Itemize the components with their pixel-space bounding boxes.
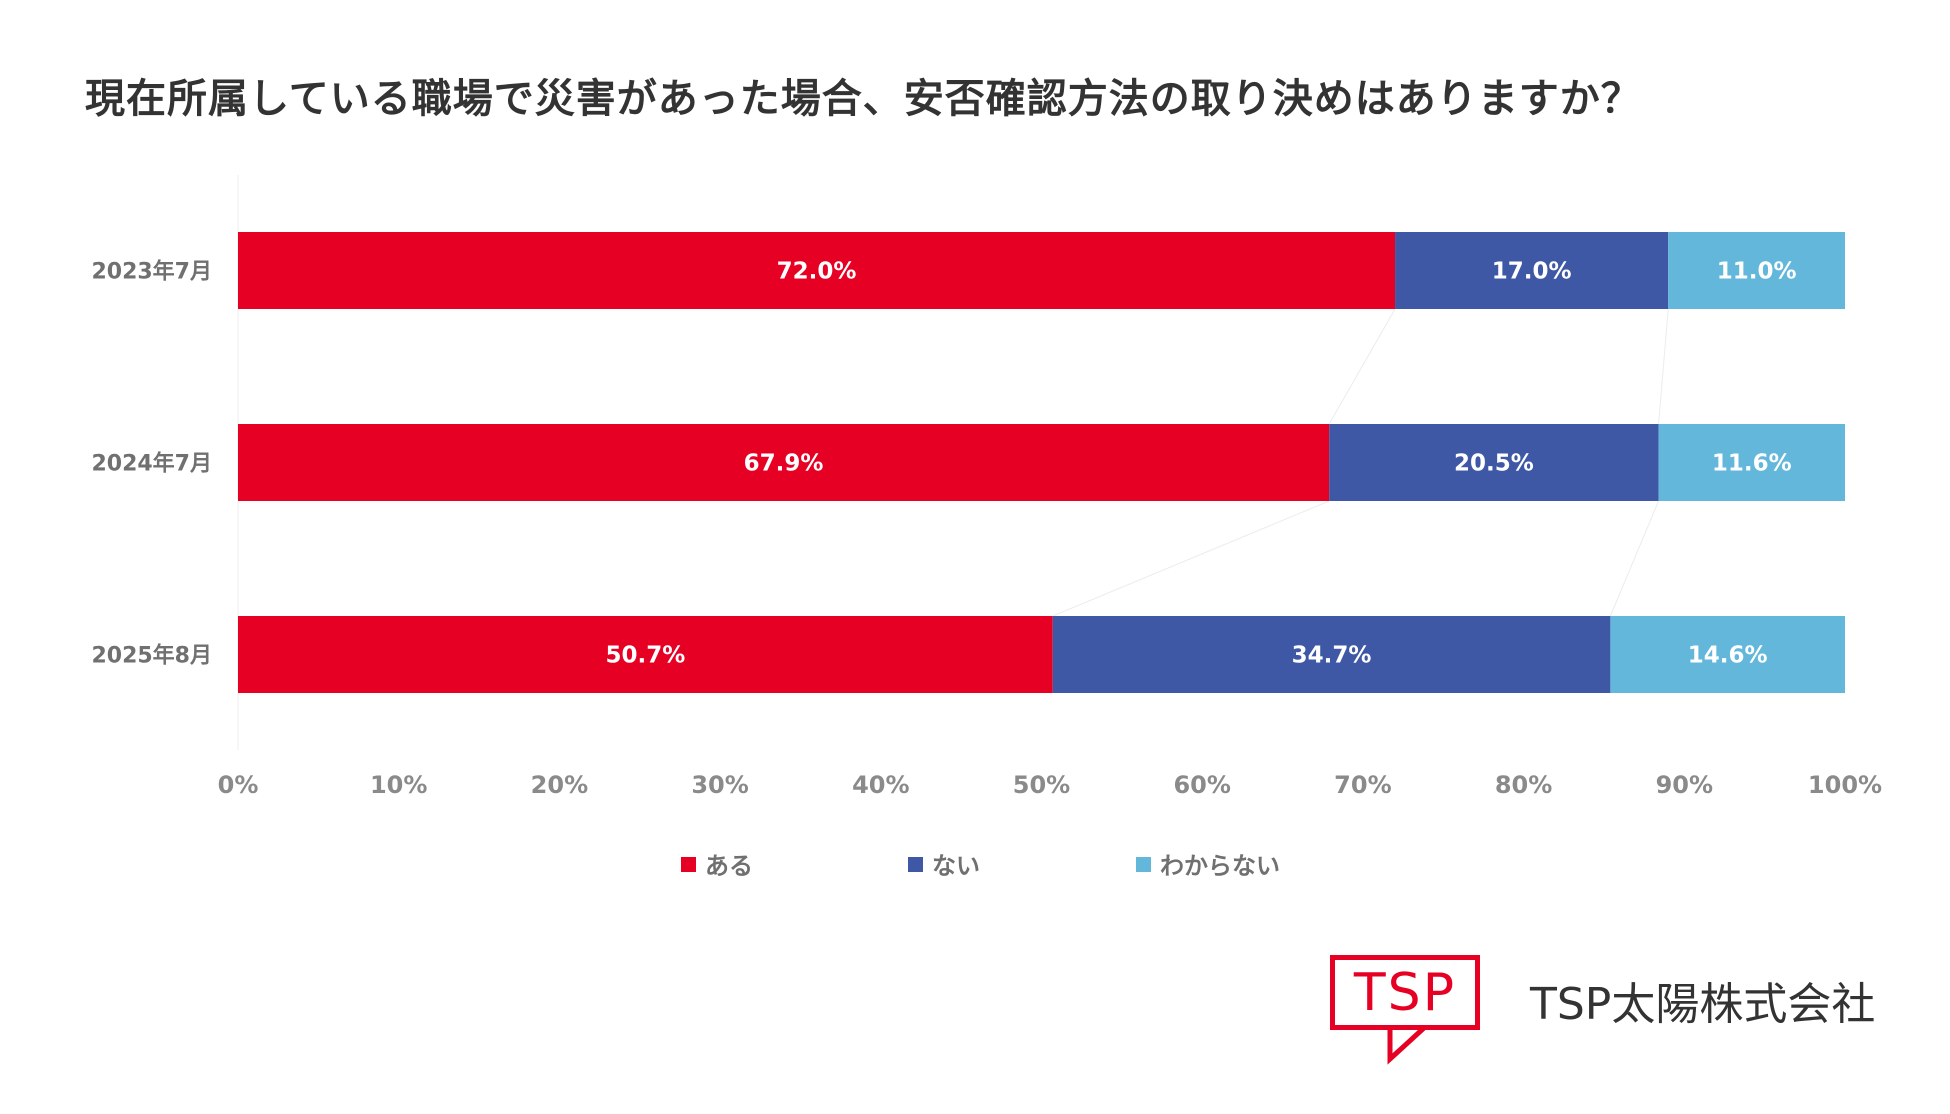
x-tick-label: 100% bbox=[1808, 771, 1882, 799]
x-tick-label: 80% bbox=[1495, 771, 1552, 799]
bar-segment bbox=[1052, 616, 1611, 693]
bar-segment bbox=[238, 616, 1053, 693]
x-tick-label: 10% bbox=[370, 771, 427, 799]
x-tick-label: 50% bbox=[1013, 771, 1070, 799]
legend-swatch bbox=[908, 857, 923, 872]
data-label: 11.6% bbox=[1712, 451, 1792, 477]
legend-swatch bbox=[1136, 857, 1151, 872]
x-tick-label: 0% bbox=[218, 771, 259, 799]
connector-line bbox=[1328, 308, 1396, 425]
data-label: 50.7% bbox=[605, 643, 685, 669]
connector-line bbox=[1658, 308, 1669, 425]
data-label: 67.9% bbox=[744, 451, 824, 477]
logo-speech-tail-icon bbox=[1387, 1025, 1427, 1065]
data-label: 72.0% bbox=[777, 259, 857, 285]
bar-segment bbox=[1610, 616, 1845, 693]
bar-segment bbox=[1329, 424, 1659, 501]
category-label: 2025年8月 bbox=[91, 643, 212, 669]
company-name: TSP太陽株式会社 bbox=[1530, 979, 1876, 1030]
x-tick-label: 70% bbox=[1334, 771, 1391, 799]
bar-segment bbox=[238, 232, 1396, 309]
x-tick-label: 60% bbox=[1173, 771, 1230, 799]
x-tick-label: 30% bbox=[691, 771, 748, 799]
bar-segment bbox=[1658, 424, 1845, 501]
connector-line bbox=[1609, 500, 1660, 617]
x-tick-label: 90% bbox=[1656, 771, 1713, 799]
x-axis-ticks: 0% 10% 20% 30% 40% 50% 60% 70% 80% 90% 100% bbox=[218, 771, 1882, 799]
category-label: 2024年7月 bbox=[91, 451, 212, 477]
stacked-bar-chart: 72.0% 17.0% 11.0% 67.9% 20.5% 11.6% 50.7% 34.7%… bbox=[91, 175, 1882, 880]
data-label: 14.6% bbox=[1688, 643, 1768, 669]
bars: 72.0% 17.0% 11.0% 67.9% 20.5% 11.6% 50.7% 34.7%… bbox=[237, 175, 1845, 750]
category-labels: 2023年7月 2024年7月 2025年8月 bbox=[91, 259, 212, 669]
legend: ある ない わからない bbox=[681, 852, 1280, 880]
connector-lines bbox=[1052, 308, 1669, 617]
connector-line bbox=[1052, 500, 1330, 617]
bar-segment bbox=[1668, 232, 1845, 309]
x-tick-label: 20% bbox=[531, 771, 588, 799]
data-label: 17.0% bbox=[1492, 259, 1572, 285]
bar-segment bbox=[1395, 232, 1669, 309]
legend-swatch bbox=[681, 857, 696, 872]
legend-label: ない bbox=[932, 852, 980, 880]
logo-mark-text: TSP bbox=[1353, 962, 1457, 1023]
data-label: 11.0% bbox=[1717, 259, 1797, 285]
chart-title: 現在所属している職場で災害があった場合、安否確認方法の取り決めはありますか？ bbox=[85, 76, 1642, 122]
bar-segment bbox=[238, 424, 1330, 501]
legend-label: ある bbox=[705, 852, 753, 880]
legend-label: わからない bbox=[1160, 852, 1280, 880]
data-label: 34.7% bbox=[1292, 643, 1372, 669]
data-label: 20.5% bbox=[1454, 451, 1534, 477]
category-label: 2023年7月 bbox=[91, 259, 212, 285]
tsp-logo-mark: TSP bbox=[1330, 955, 1480, 1030]
x-tick-label: 40% bbox=[852, 771, 909, 799]
